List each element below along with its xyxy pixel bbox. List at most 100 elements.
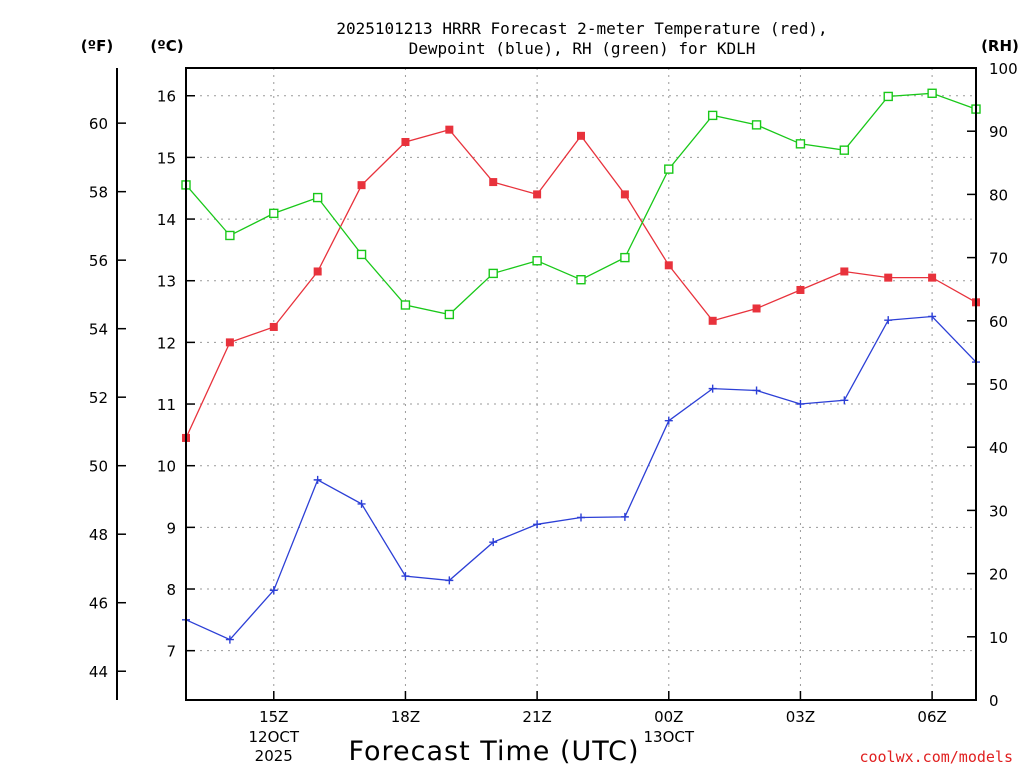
rh-tick-label-50: 50 xyxy=(989,376,1008,394)
celsius-tick-label-12: 12 xyxy=(157,334,176,352)
dewpoint-point-9 xyxy=(577,513,585,522)
time-tick-label-18Z: 18Z xyxy=(391,708,420,726)
rh-series xyxy=(181,88,981,320)
rh-point-4 xyxy=(356,249,367,260)
fahrenheit-tick-label-60: 60 xyxy=(89,115,108,133)
temperature-point-2 xyxy=(269,322,278,331)
rh-tick-label-70: 70 xyxy=(989,250,1008,268)
rh-point-11 xyxy=(664,164,674,174)
temperature-point-17 xyxy=(928,273,937,282)
data-series xyxy=(181,88,981,644)
rh-tick-label-0: 0 xyxy=(989,692,999,710)
rh-tick-label-20: 20 xyxy=(989,566,1008,584)
time-tick-label-00Z: 00Z xyxy=(654,708,683,726)
temperature-point-5 xyxy=(401,137,410,146)
dewpoint-point-15 xyxy=(840,396,849,405)
temperature-point-12 xyxy=(708,316,717,325)
chart-title-line-1: 2025101213 HRRR Forecast 2-meter Tempera… xyxy=(336,19,827,38)
temperature-point-13 xyxy=(752,304,761,313)
plot-frame xyxy=(185,67,977,701)
fahrenheit-tick-label-54: 54 xyxy=(89,321,108,339)
celsius-tick-label-13: 13 xyxy=(157,273,176,291)
temperature-point-10 xyxy=(620,190,629,199)
credit-text: coolwx.com/models xyxy=(859,748,1013,766)
celsius-tick-label-15: 15 xyxy=(157,149,176,167)
rh-tick-label-80: 80 xyxy=(989,186,1008,204)
dewpoint-point-13 xyxy=(752,386,761,395)
time-tick-label-03Z: 03Z xyxy=(786,708,815,726)
chart-title-line-2: Dewpoint (blue), RH (green) for KDLH xyxy=(409,39,756,58)
rh-tick-label-60: 60 xyxy=(989,313,1008,331)
fahrenheit-tick-label-58: 58 xyxy=(89,184,108,202)
dewpoint-point-11 xyxy=(664,416,673,425)
dewpoint-point-17 xyxy=(928,312,937,321)
dewpoint-point-2 xyxy=(269,586,278,595)
temperature-point-6 xyxy=(445,125,454,134)
dewpoint-point-12 xyxy=(708,384,717,393)
rh-point-7 xyxy=(488,268,498,279)
dewpoint-point-6 xyxy=(445,576,454,585)
celsius-tick-label-7: 7 xyxy=(166,643,176,661)
fahrenheit-tick-label-44: 44 xyxy=(89,663,108,681)
celsius-tick-label-8: 8 xyxy=(166,581,176,599)
celsius-axis: 7 8 9 10 11 12 13 14 15 16 xyxy=(157,88,195,661)
fahrenheit-tick-label-52: 52 xyxy=(89,389,108,407)
dewpoint-point-7 xyxy=(489,538,498,547)
fahrenheit-tick-label-48: 48 xyxy=(89,526,108,544)
time-tick-label-06Z: 06Z xyxy=(917,708,946,726)
rh-tick-label-100: 100 xyxy=(989,60,1018,78)
rh-point-9 xyxy=(576,275,586,285)
dewpoint-point-4 xyxy=(357,499,366,508)
time-tick-label-15Z: 15Z xyxy=(259,708,288,726)
rh-point-13 xyxy=(751,120,762,130)
rh-point-10 xyxy=(620,252,630,263)
rh-point-5 xyxy=(400,300,411,310)
dewpoint-point-5 xyxy=(401,572,410,581)
time-tick-label-21Z: 21Z xyxy=(522,708,551,726)
rh-tick-label-90: 90 xyxy=(989,123,1008,141)
rh-point-8 xyxy=(532,256,542,266)
dewpoint-point-16 xyxy=(884,316,893,325)
fahrenheit-axis: 44 46 48 50 52 54 56 58 60 xyxy=(89,115,126,681)
rh-point-2 xyxy=(269,208,279,219)
rh-tick-label-30: 30 xyxy=(989,502,1008,520)
temperature-point-15 xyxy=(840,267,849,276)
gridlines xyxy=(186,68,976,700)
celsius-unit-label: (ºC) xyxy=(150,37,183,55)
temperature-point-7 xyxy=(489,178,498,187)
dewpoint-line xyxy=(185,315,977,641)
celsius-tick-label-9: 9 xyxy=(166,519,176,537)
x-axis-title: Forecast Time (UTC) xyxy=(348,736,639,767)
temperature-point-8 xyxy=(533,190,542,199)
dewpoint-point-3 xyxy=(313,475,322,484)
rh-axis: 0 10 20 30 40 50 60 70 80 90 100 xyxy=(967,60,1018,710)
fahrenheit-tick-label-46: 46 xyxy=(89,595,108,613)
fahrenheit-tick-label-50: 50 xyxy=(89,458,108,476)
temperature-point-14 xyxy=(796,285,805,294)
rh-point-16 xyxy=(883,91,893,102)
temperature-point-4 xyxy=(357,181,366,190)
rh-point-14 xyxy=(795,139,806,149)
rh-point-6 xyxy=(444,309,455,320)
dewpoint-series xyxy=(182,312,980,644)
time-tick-year-15Z: 2025 xyxy=(255,747,293,765)
dewpoint-point-8 xyxy=(533,520,542,529)
rh-point-12 xyxy=(707,110,718,121)
fahrenheit-unit-label: (ºF) xyxy=(81,37,113,55)
celsius-tick-label-11: 11 xyxy=(157,396,176,414)
time-tick-date-15Z: 12OCT xyxy=(249,728,300,746)
celsius-tick-label-10: 10 xyxy=(157,458,176,476)
celsius-tick-label-16: 16 xyxy=(157,88,176,106)
dewpoint-point-14 xyxy=(796,400,805,409)
rh-point-17 xyxy=(927,88,937,98)
fahrenheit-tick-label-56: 56 xyxy=(89,252,108,270)
temperature-point-9 xyxy=(577,131,585,140)
time-tick-date-00Z: 13OCT xyxy=(644,728,695,746)
celsius-tick-label-14: 14 xyxy=(157,211,176,229)
temperature-point-11 xyxy=(664,261,673,270)
temperature-point-3 xyxy=(313,267,322,276)
rh-tick-label-10: 10 xyxy=(989,629,1008,647)
rh-unit-label: (RH) xyxy=(981,37,1019,55)
